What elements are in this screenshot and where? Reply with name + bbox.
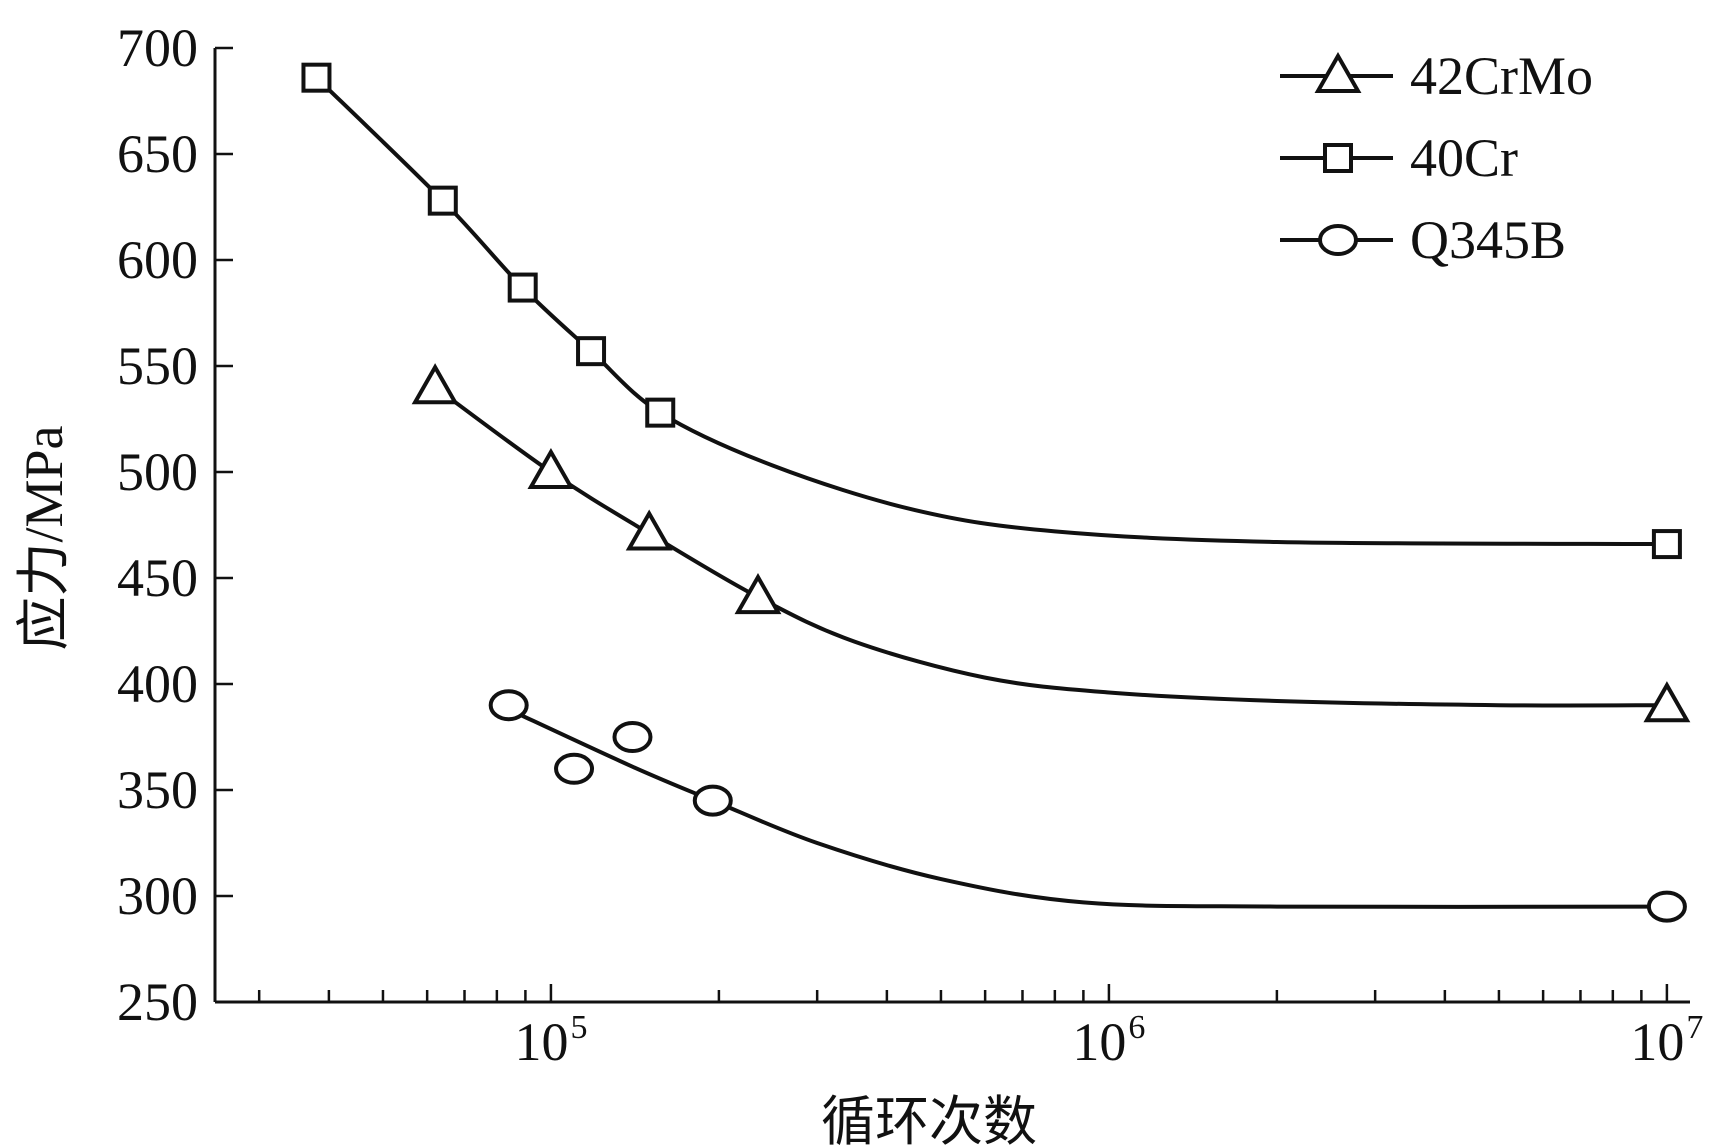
legend-label-40cr: 40Cr bbox=[1410, 128, 1518, 188]
legend-marker-q345b bbox=[1318, 224, 1358, 256]
data-point-40cr bbox=[507, 272, 538, 303]
y-tick-label: 700 bbox=[117, 18, 198, 78]
series-layer bbox=[301, 62, 1691, 923]
x-tick-base: 10 bbox=[1072, 1012, 1126, 1072]
legend-marker-40cr bbox=[1323, 143, 1353, 173]
y-tick-label: 450 bbox=[117, 548, 198, 608]
y-tick-label: 250 bbox=[117, 972, 198, 1032]
x-tick-exponent: 7 bbox=[1686, 1009, 1703, 1046]
data-point-42crmo bbox=[527, 447, 575, 489]
legend-item-40cr: 40Cr bbox=[1280, 128, 1518, 188]
data-point-q345b bbox=[554, 752, 595, 785]
x-tick-exponent: 6 bbox=[1128, 1009, 1145, 1046]
data-point-42crmo bbox=[411, 363, 459, 405]
data-point-40cr bbox=[576, 336, 607, 367]
series-q345b bbox=[488, 689, 1687, 923]
legend: 42CrMo 40Cr Q345B bbox=[1280, 46, 1593, 270]
y-tick-label: 550 bbox=[117, 336, 198, 396]
x-axis-title: 循环次数 bbox=[821, 1092, 1037, 1148]
series-line-q345b bbox=[506, 707, 1669, 909]
data-point-42crmo bbox=[625, 509, 673, 551]
data-point-42crmo bbox=[1643, 681, 1691, 723]
y-tick-label: 600 bbox=[117, 230, 198, 290]
legend-item-42crmo: 42CrMo bbox=[1280, 46, 1593, 106]
x-tick-base: 10 bbox=[514, 1012, 568, 1072]
y-tick-label: 350 bbox=[117, 760, 198, 820]
y-axis-title: 应力/MPa bbox=[14, 425, 74, 650]
data-point-q345b bbox=[488, 689, 529, 722]
data-point-q345b bbox=[1646, 890, 1687, 923]
data-point-40cr bbox=[301, 62, 332, 93]
legend-label-42crmo: 42CrMo bbox=[1410, 46, 1593, 106]
y-tick-label: 500 bbox=[117, 442, 198, 502]
data-point-40cr bbox=[645, 397, 676, 428]
y-tick-label: 400 bbox=[117, 654, 198, 714]
x-tick-exponent: 5 bbox=[570, 1009, 587, 1046]
data-point-40cr bbox=[427, 185, 458, 216]
x-tick-label: 106 bbox=[1072, 1009, 1145, 1072]
data-point-42crmo bbox=[734, 573, 782, 615]
y-tick-label: 650 bbox=[117, 124, 198, 184]
legend-marker-42crmo bbox=[1314, 51, 1362, 93]
data-point-q345b bbox=[612, 721, 653, 753]
data-point-40cr bbox=[1651, 529, 1682, 560]
series-42crmo bbox=[411, 363, 1691, 723]
x-tick-base: 10 bbox=[1630, 1012, 1684, 1072]
series-line-42crmo bbox=[433, 385, 1669, 708]
series-40cr bbox=[301, 62, 1682, 560]
legend-label-q345b: Q345B bbox=[1410, 210, 1566, 270]
data-point-q345b bbox=[692, 784, 733, 817]
x-tick-label: 105 bbox=[514, 1009, 587, 1072]
legend-item-q345b: Q345B bbox=[1280, 210, 1566, 270]
series-line-40cr bbox=[314, 75, 1669, 547]
y-tick-label: 300 bbox=[117, 866, 198, 926]
x-tick-label: 107 bbox=[1630, 1009, 1703, 1072]
